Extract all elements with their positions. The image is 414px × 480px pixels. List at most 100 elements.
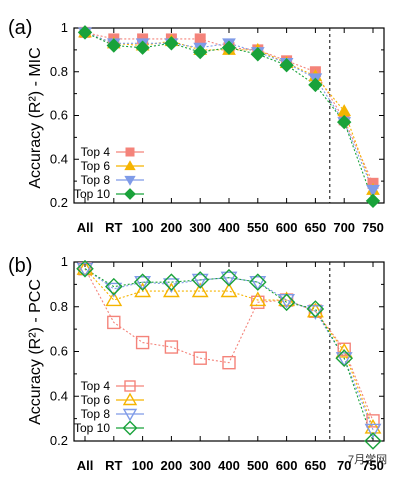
x-tick-label: All (77, 458, 94, 473)
legend-marker (124, 175, 136, 186)
x-tick-label: 400 (218, 220, 240, 235)
data-point-top-6 (162, 282, 180, 298)
panel-label: (a) (8, 17, 32, 39)
data-point-top-8 (134, 276, 152, 291)
x-tick-label: RT (105, 458, 122, 473)
x-tick-label: 750 (362, 458, 384, 473)
x-tick-label: 600 (276, 458, 298, 473)
x-tick-label: 650 (305, 458, 327, 473)
data-point-top-4 (164, 340, 179, 354)
data-point-top-10 (365, 193, 381, 209)
x-tick-label: RT (105, 220, 122, 235)
legend-marker (122, 408, 138, 422)
legend-label: Top 4 (81, 379, 111, 393)
y-tick-label: 0.2 (50, 195, 68, 210)
data-point-top-10 (105, 277, 123, 296)
data-point-top-6 (191, 282, 209, 298)
legend-label: Top 10 (74, 421, 110, 435)
data-point-top-8 (335, 352, 353, 367)
data-point-top-8 (366, 184, 380, 197)
panel-a: 0.2 0.4 0.6 0.8 1 All RT 100 200 300 400 550 600 650 7… (8, 17, 385, 235)
data-point-top-10 (106, 38, 122, 53)
data-point-top-6 (76, 260, 94, 275)
x-tick-label: 550 (247, 220, 269, 235)
data-point-top-4 (107, 315, 121, 330)
data-point-top-10 (221, 40, 237, 55)
data-point-top-10 (133, 273, 152, 291)
y-tick-label: 0.8 (50, 64, 68, 79)
data-point-top-6 (249, 291, 267, 307)
legend-marker (124, 188, 136, 200)
x-tick-label: All (77, 220, 94, 235)
x-tick-label: 300 (189, 220, 211, 235)
data-point-top-4 (366, 414, 380, 428)
data-point-top-4 (193, 351, 207, 365)
x-tick-label: 300 (189, 458, 211, 473)
data-point-top-10 (308, 77, 323, 93)
legend-label: Top 8 (81, 173, 111, 187)
data-point-top-10 (249, 273, 267, 291)
data-point-top-8 (306, 305, 324, 320)
data-point-top-4 (194, 33, 206, 45)
data-point-top-10 (335, 349, 353, 368)
x-tick-label: 650 (305, 220, 327, 235)
legend-marker (122, 420, 138, 436)
data-point-top-6 (105, 291, 123, 307)
x-tick-label: 500 (247, 458, 269, 473)
data-point-top-10 (76, 259, 94, 278)
data-point-top-8 (364, 423, 382, 439)
data-point-top-10 (220, 268, 238, 287)
data-point-top-10 (277, 293, 296, 312)
data-point-top-4 (135, 335, 150, 350)
y-tick-label: 0.8 (50, 299, 68, 314)
data-point-top-10 (250, 47, 266, 62)
data-point-top-10 (191, 271, 209, 289)
data-point-top-10 (192, 44, 208, 60)
y-tick-label: 0.6 (50, 108, 68, 123)
data-point-top-10 (279, 57, 294, 73)
legend-marker (125, 147, 135, 157)
data-point-top-8 (249, 276, 267, 291)
data-point-top-8 (162, 278, 180, 293)
series-line-top-4 (84, 31, 374, 184)
y-tick-label: 0.4 (50, 151, 68, 166)
y-tick-label: 0.2 (50, 433, 68, 448)
data-point-top-6 (337, 104, 352, 117)
data-point-top-8 (220, 271, 238, 287)
legend-label: Top 4 (81, 145, 111, 159)
x-tick-label: 400 (218, 458, 240, 473)
x-tick-label: 70 (337, 458, 351, 473)
data-point-top-8 (76, 262, 94, 278)
data-point-top-10 (364, 432, 382, 450)
data-point-top-10 (162, 273, 181, 291)
series-line-top-8 (84, 31, 374, 191)
data-point-top-6 (278, 291, 296, 307)
data-point-top-10 (135, 40, 150, 55)
series-line-top-4 (84, 268, 374, 422)
data-point-top-10 (164, 36, 179, 51)
legend-label: Top 10 (74, 187, 110, 201)
legend-marker (122, 392, 138, 406)
data-point-top-6 (134, 282, 152, 298)
series-line-top-10 (84, 268, 374, 442)
data-point-top-8 (191, 273, 209, 289)
watermark-text: 7月学网 (348, 452, 387, 466)
x-tick-label: 600 (276, 220, 298, 235)
data-point-top-10 (77, 25, 93, 40)
series-line-top-10 (84, 31, 374, 202)
x-tick-label: 100 (132, 220, 154, 235)
panel-label: (b) (8, 255, 32, 277)
data-point-top-10 (306, 300, 325, 318)
x-tick-label: 750 (362, 220, 384, 235)
legend-label: Top 6 (81, 393, 111, 407)
x-tick-label: 700 (333, 220, 355, 235)
x-tick-label: 100 (132, 458, 154, 473)
data-point-top-4 (222, 355, 236, 370)
y-tick-label: 1 (61, 20, 68, 35)
x-tick-label: 200 (161, 220, 183, 235)
data-point-top-8 (105, 282, 123, 298)
y-tick-label: 0.6 (50, 344, 68, 359)
legend-marker (124, 380, 136, 392)
panel-b: 0.2 0.4 0.6 0.8 1 All RT 100 200 300 400 500 600 650 7… (8, 254, 385, 473)
